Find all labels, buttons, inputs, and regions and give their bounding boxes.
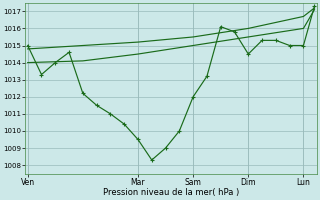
X-axis label: Pression niveau de la mer( hPa ): Pression niveau de la mer( hPa ) bbox=[103, 188, 239, 197]
